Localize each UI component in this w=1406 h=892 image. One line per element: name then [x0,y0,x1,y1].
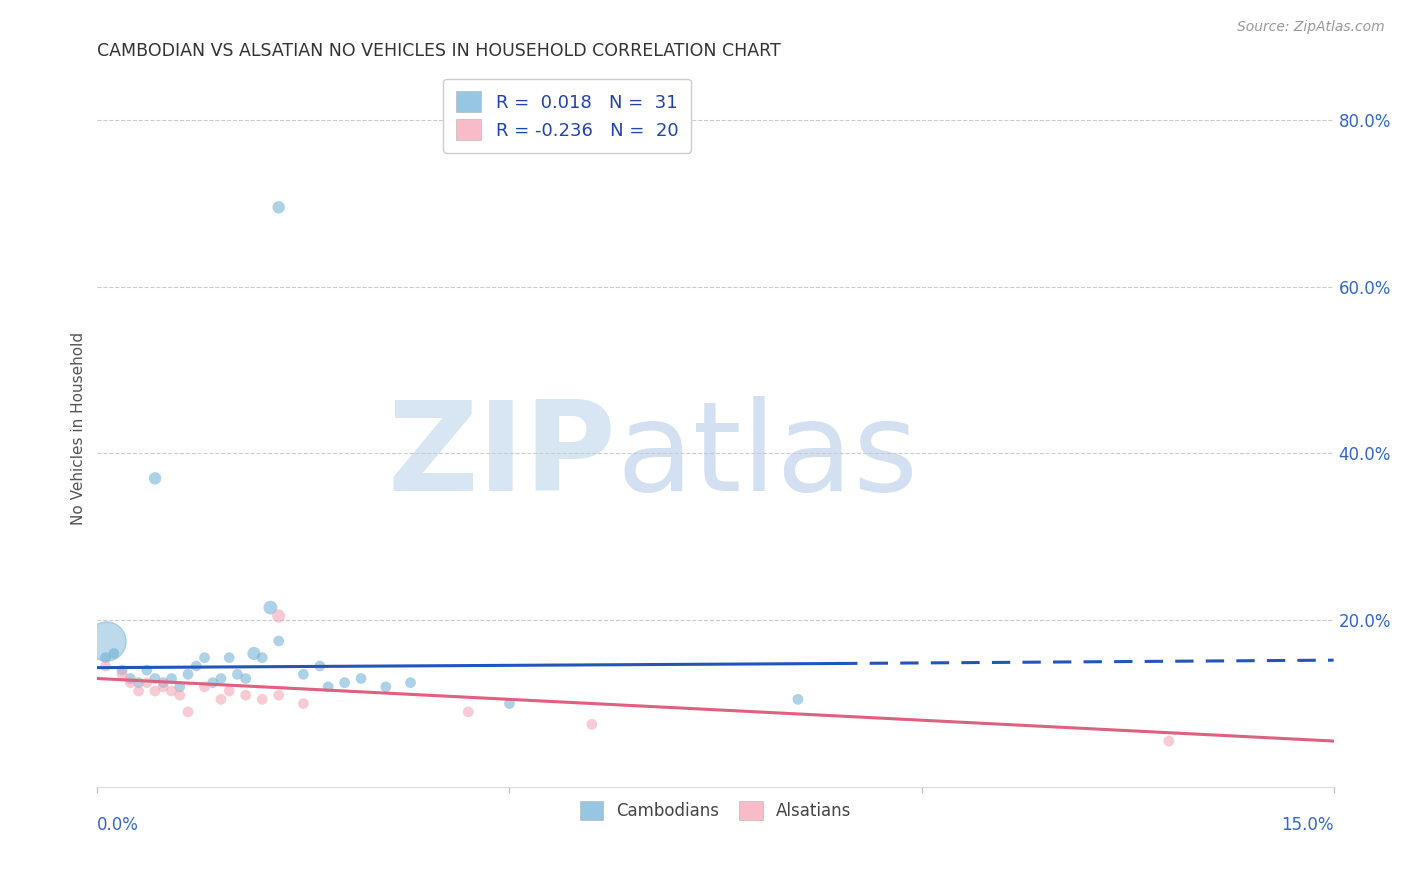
Point [120,672,142,686]
Point [235,672,257,686]
Text: ZIP: ZIP [388,396,617,517]
Text: atlas: atlas [617,396,918,517]
Point [457,705,479,719]
Point [267,609,290,624]
Point [193,650,215,665]
Point [1157,734,1180,748]
Point [787,692,810,706]
Point [135,675,157,690]
Point [152,680,174,694]
Point [350,672,373,686]
Point [267,200,290,214]
Point [120,675,142,690]
Point [209,672,232,686]
Point [267,688,290,702]
Point [333,675,356,690]
Point [160,672,183,686]
Point [94,659,117,673]
Point [177,705,200,719]
Point [94,650,117,665]
Point [209,692,232,706]
Point [193,680,215,694]
Point [250,650,273,665]
Point [218,684,240,698]
Text: 15.0%: 15.0% [1281,815,1334,834]
Point [292,697,315,711]
Point [177,667,200,681]
Point [226,667,249,681]
Point [581,717,603,731]
Point [103,647,125,661]
Point [128,684,150,698]
Point [235,688,257,702]
Point [143,471,166,485]
Point [201,675,224,690]
Point [111,663,134,677]
Point [94,634,117,648]
Point [309,659,332,673]
Text: CAMBODIAN VS ALSATIAN NO VEHICLES IN HOUSEHOLD CORRELATION CHART: CAMBODIAN VS ALSATIAN NO VEHICLES IN HOU… [97,42,782,60]
Point [316,680,339,694]
Text: 0.0%: 0.0% [97,815,139,834]
Point [250,692,273,706]
Point [169,680,191,694]
Point [169,688,191,702]
Point [152,675,174,690]
Point [143,684,166,698]
Point [259,600,281,615]
Point [399,675,422,690]
Point [292,667,315,681]
Legend: Cambodians, Alsatians: Cambodians, Alsatians [571,793,859,829]
Point [111,667,134,681]
Point [267,634,290,648]
Text: Source: ZipAtlas.com: Source: ZipAtlas.com [1237,20,1385,34]
Point [160,684,183,698]
Point [143,672,166,686]
Point [243,647,266,661]
Y-axis label: No Vehicles in Household: No Vehicles in Household [72,332,86,524]
Point [218,650,240,665]
Point [135,663,157,677]
Point [374,680,396,694]
Point [498,697,520,711]
Point [186,659,208,673]
Point [128,675,150,690]
